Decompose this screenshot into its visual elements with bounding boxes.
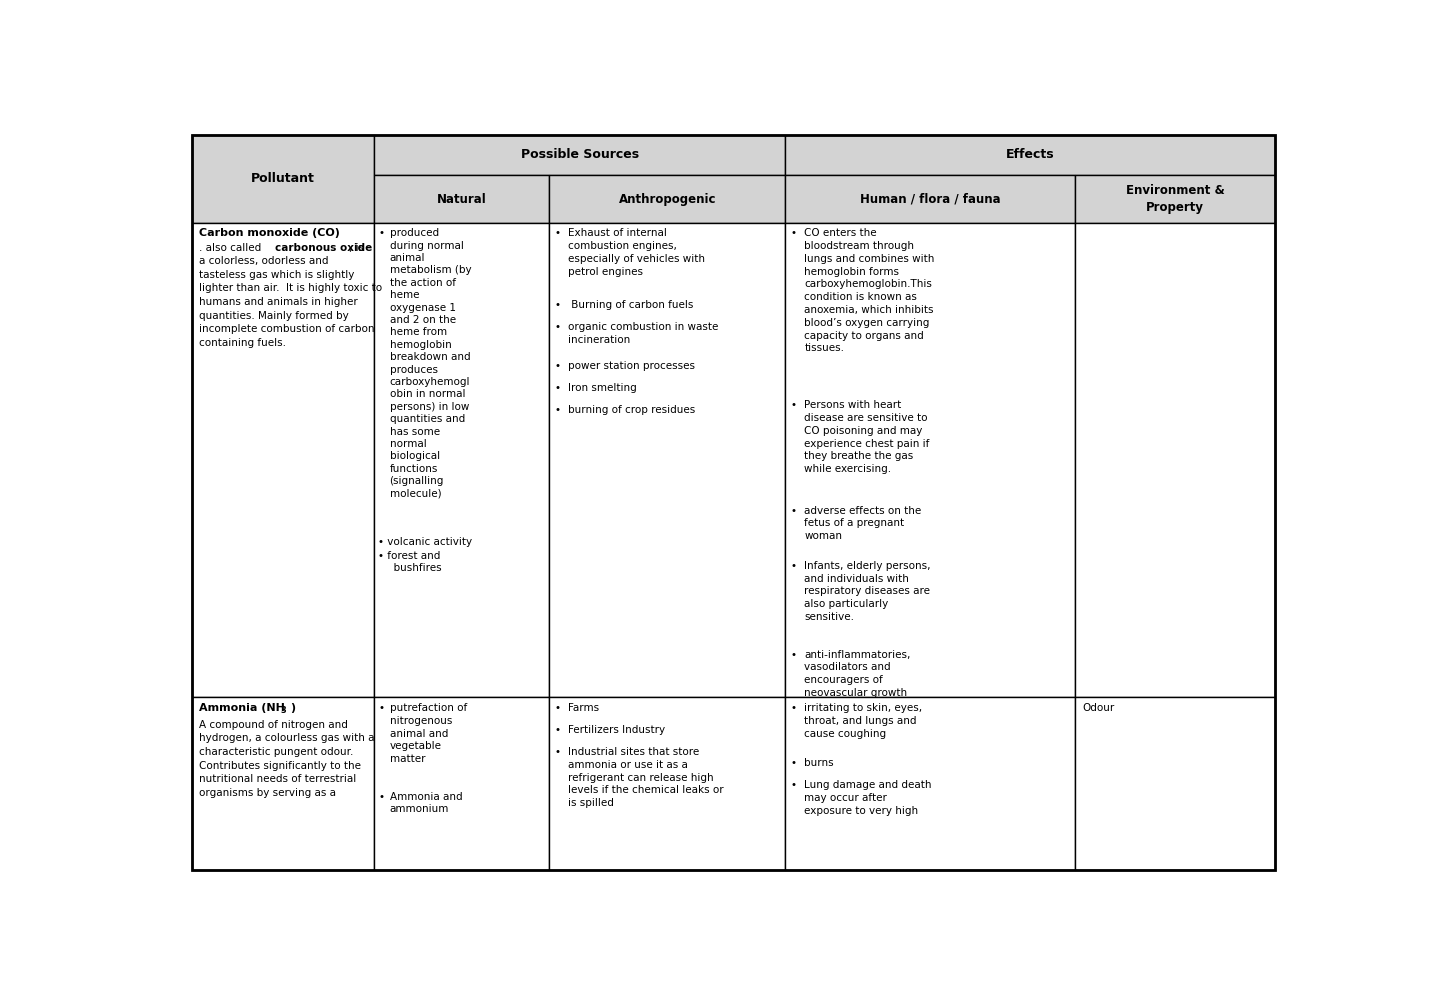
Text: •: • <box>791 400 797 410</box>
Text: CO enters the
bloodstream through
lungs and combines with
hemoglobin forms
carbo: CO enters the bloodstream through lungs … <box>804 228 934 353</box>
Text: Pollutant: Pollutant <box>252 172 315 185</box>
Text: Burning of carbon fuels: Burning of carbon fuels <box>568 300 694 310</box>
Text: Effects: Effects <box>1006 149 1055 161</box>
Text: Exhaust of internal
combustion engines,
especially of vehicles with
petrol engin: Exhaust of internal combustion engines, … <box>568 228 705 277</box>
Text: •: • <box>378 703 385 713</box>
Text: •: • <box>555 725 561 735</box>
Text: •: • <box>791 561 797 571</box>
Text: •: • <box>555 322 561 333</box>
Text: •: • <box>791 649 797 659</box>
Text: Natural: Natural <box>436 193 487 206</box>
Text: , is: , is <box>349 243 363 253</box>
Text: Persons with heart
disease are sensitive to
CO poisoning and may
experience ches: Persons with heart disease are sensitive… <box>804 400 930 474</box>
Bar <box>550 175 786 223</box>
Bar <box>550 697 786 870</box>
Text: Fertilizers Industry: Fertilizers Industry <box>568 725 665 735</box>
Bar <box>192 697 373 870</box>
Text: produced
during normal
animal
metabolism (by
the action of
heme
oxygenase 1
and : produced during normal animal metabolism… <box>389 228 471 499</box>
Text: Farms: Farms <box>568 703 600 713</box>
Text: •: • <box>555 361 561 371</box>
Bar <box>786 697 1076 870</box>
Text: •: • <box>378 228 385 238</box>
Text: •: • <box>555 404 561 415</box>
Text: burns: burns <box>804 759 834 769</box>
Text: Iron smelting: Iron smelting <box>568 383 637 393</box>
Bar <box>550 223 786 697</box>
Text: Industrial sites that store
ammonia or use it as a
refrigerant can release high
: Industrial sites that store ammonia or u… <box>568 747 724 808</box>
Bar <box>373 175 550 223</box>
Text: Carbon monoxide (CO): Carbon monoxide (CO) <box>199 228 339 238</box>
Text: ): ) <box>289 703 295 713</box>
Text: Infants, elderly persons,
and individuals with
respiratory diseases are
also par: Infants, elderly persons, and individual… <box>804 561 930 622</box>
Text: Odour: Odour <box>1082 703 1115 713</box>
Bar <box>373 223 550 697</box>
Text: . also called: . also called <box>199 243 265 253</box>
Text: • volcanic activity: • volcanic activity <box>378 536 472 547</box>
Text: Human / flora / fauna: Human / flora / fauna <box>860 193 1000 206</box>
Text: a colorless, odorless and
tasteless gas which is slightly
lighter than air.  It : a colorless, odorless and tasteless gas … <box>199 256 382 348</box>
Text: •: • <box>555 703 561 713</box>
Bar <box>786 135 1275 175</box>
Bar <box>786 175 1076 223</box>
Text: anti-inflammatories,
vasodilators and
encouragers of
neovascular growth: anti-inflammatories, vasodilators and en… <box>804 649 910 698</box>
Bar <box>192 135 373 223</box>
Text: •: • <box>555 747 561 757</box>
Text: A compound of nitrogen and
hydrogen, a colourless gas with a
characteristic pung: A compound of nitrogen and hydrogen, a c… <box>199 719 375 798</box>
Text: •: • <box>555 383 561 393</box>
Text: Ammonia (NH: Ammonia (NH <box>199 703 285 713</box>
Bar <box>1076 223 1275 697</box>
Text: Ammonia and
ammonium: Ammonia and ammonium <box>389 792 462 815</box>
Text: burning of crop residues: burning of crop residues <box>568 404 695 415</box>
Text: bushfires: bushfires <box>388 563 442 573</box>
Text: irritating to skin, eyes,
throat, and lungs and
cause coughing: irritating to skin, eyes, throat, and lu… <box>804 703 923 739</box>
Text: putrefaction of
nitrogenous
animal and
vegetable
matter: putrefaction of nitrogenous animal and v… <box>389 703 467 765</box>
Text: power station processes: power station processes <box>568 361 695 371</box>
Text: carbonous oxide: carbonous oxide <box>275 243 372 253</box>
Text: adverse effects on the
fetus of a pregnant
woman: adverse effects on the fetus of a pregna… <box>804 506 922 541</box>
Text: •: • <box>791 228 797 238</box>
Text: •: • <box>555 228 561 238</box>
Text: •: • <box>791 506 797 516</box>
Bar <box>1076 697 1275 870</box>
Bar <box>786 223 1076 697</box>
Text: •: • <box>791 759 797 769</box>
Text: Anthropogenic: Anthropogenic <box>618 193 716 206</box>
Bar <box>1076 175 1275 223</box>
Text: •: • <box>791 780 797 790</box>
Text: 3: 3 <box>280 707 286 715</box>
Text: • forest and: • forest and <box>378 551 441 561</box>
Bar <box>373 135 786 175</box>
Text: •: • <box>555 300 561 310</box>
Text: •: • <box>378 792 385 802</box>
Text: organic combustion in waste
incineration: organic combustion in waste incineration <box>568 322 718 345</box>
Bar <box>192 223 373 697</box>
Text: •: • <box>791 703 797 713</box>
Text: Environment &
Property: Environment & Property <box>1126 184 1225 215</box>
Text: Possible Sources: Possible Sources <box>521 149 638 161</box>
Text: Lung damage and death
may occur after
exposure to very high: Lung damage and death may occur after ex… <box>804 780 932 816</box>
Bar <box>373 697 550 870</box>
